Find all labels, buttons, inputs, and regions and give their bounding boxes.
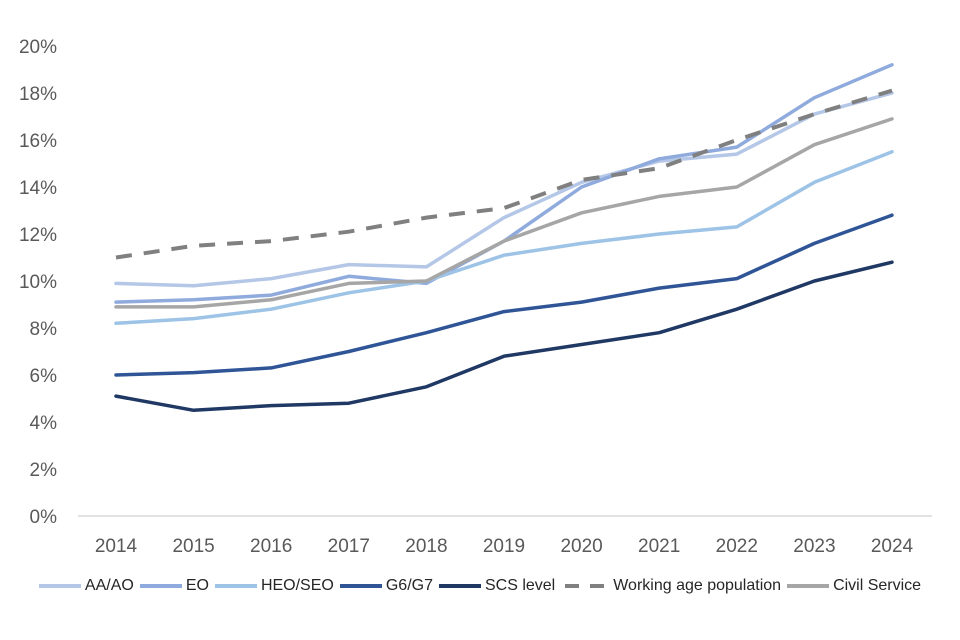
legend-label: G6/G7 — [385, 577, 433, 594]
legend-swatch — [339, 584, 382, 588]
x-tick-label: 2024 — [871, 536, 914, 557]
x-tick-label: 2015 — [172, 536, 214, 557]
y-tick-label: 12% — [19, 225, 57, 246]
legend-item: AA/AO — [38, 577, 134, 595]
series-line-heo-seo — [114, 150, 894, 326]
x-tick-label: 2018 — [405, 536, 447, 557]
x-tick-label: 2014 — [95, 536, 138, 557]
y-tick-label: 0% — [30, 507, 58, 528]
legend-item: Working age population — [561, 577, 781, 595]
legend-item: HEO/SEO — [214, 577, 334, 595]
x-tick-label: 2023 — [793, 536, 835, 557]
legend-label: HEO/SEO — [260, 577, 334, 594]
x-tick-label: 2019 — [483, 536, 525, 557]
legend-swatch — [787, 584, 830, 588]
x-tick-label: 2022 — [716, 536, 758, 557]
legend-label: Civil Service — [833, 577, 922, 594]
x-tick-label: 2020 — [560, 536, 602, 557]
legend-item: Civil Service — [787, 577, 921, 595]
legend: AA/AO EO HEO/SEO G6/G7 SCS level Working age … — [0, 574, 960, 598]
y-tick-label: 8% — [30, 319, 58, 340]
y-tick-label: 6% — [30, 366, 58, 387]
y-tick-label: 18% — [19, 84, 57, 105]
y-tick-label: 16% — [19, 131, 57, 152]
y-tick-label: 4% — [30, 413, 58, 434]
y-tick-label: 14% — [19, 178, 57, 199]
legend-item: SCS level — [438, 577, 556, 595]
y-axis: 0% 2% 4% 6% 8% 10% 12% 14% 16% 18% 20% — [19, 37, 57, 528]
series-line-g6-g7 — [114, 213, 894, 377]
y-tick-label: 2% — [30, 460, 58, 481]
legend-item: EO — [139, 577, 209, 595]
series-line-eo — [114, 63, 894, 304]
legend-label: Working age population — [613, 577, 782, 594]
legend-label: AA/AO — [84, 577, 134, 594]
series-line-civil-service — [114, 117, 894, 309]
x-tick-label: 2017 — [328, 536, 370, 557]
legend-swatch — [38, 584, 81, 588]
legend-swatch — [214, 584, 257, 588]
series-line-scs-level — [114, 260, 894, 413]
legend-label: SCS level — [484, 577, 556, 594]
line-chart: 0%2%4%6%8%10%12%14%16%18%20% 2014 2015 201… — [19, 37, 932, 557]
legend-swatch — [139, 584, 182, 588]
y-tick-label: 10% — [19, 272, 57, 293]
x-axis: 2014 2015 2016 2017 2018 2019 2020 2021 2022 2023… — [95, 536, 914, 557]
legend-swatch — [438, 584, 481, 588]
series-lines — [114, 63, 894, 413]
series-line-working-age-population — [115, 88, 893, 260]
x-tick-label: 2016 — [250, 536, 292, 557]
legend-swatch — [561, 584, 609, 588]
legend-item: G6/G7 — [339, 577, 433, 595]
y-tick-label: 20% — [19, 37, 57, 58]
x-tick-label: 2021 — [638, 536, 680, 557]
series-line-aa-ao — [114, 91, 894, 288]
legend-label: EO — [185, 577, 209, 594]
